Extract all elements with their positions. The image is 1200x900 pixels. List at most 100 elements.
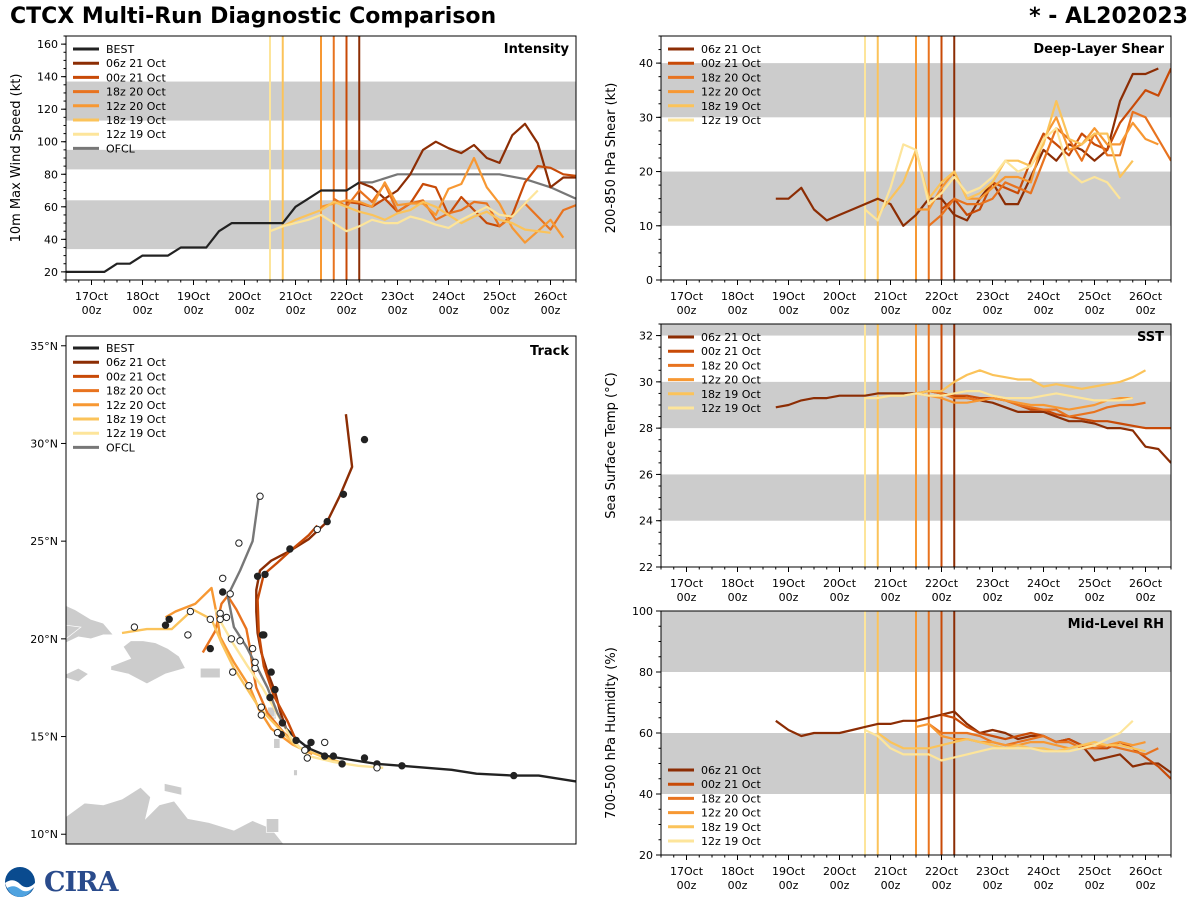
track-position-marker [266, 693, 274, 702]
track-plot-area [66, 414, 576, 844]
x-tick-label: 00z [677, 591, 697, 604]
x-tick-label: 20Oct [823, 577, 857, 590]
track-06z-21-oct [255, 414, 354, 730]
intensity-plot-area [66, 36, 576, 280]
legend-label: 12z 20 Oct [701, 374, 761, 387]
legend-label: 18z 20 Oct [701, 71, 761, 84]
x-tick-label: 18Oct [721, 577, 755, 590]
trinidad-land [265, 818, 280, 833]
x-tick-label: 25Oct [1078, 865, 1112, 878]
x-tick-label: 20Oct [823, 865, 857, 878]
x-tick-label: 20Oct [228, 290, 262, 303]
track-position-marker [307, 738, 315, 747]
series-12z-19-oct [864, 720, 1134, 762]
track-position-marker [184, 631, 192, 639]
series-18z-20-oct [333, 182, 576, 231]
x-tick-label: 00z [1136, 304, 1156, 317]
x-tick-label: 24Oct [432, 290, 466, 303]
x-tick-label: 00z [677, 304, 697, 317]
series-12z-20-oct [915, 392, 1133, 411]
track-position-marker [226, 590, 234, 598]
track-position-marker [253, 572, 262, 580]
legend-label: 06z 21 Oct [701, 331, 761, 344]
cira-logo: CIRA [4, 866, 119, 898]
track-position-marker [161, 621, 170, 629]
x-tick-label: 00z [830, 304, 850, 317]
cira-logo-text: CIRA [44, 866, 119, 898]
track-position-marker [256, 492, 264, 500]
x-tick-label: 00z [1085, 304, 1105, 317]
x-tick-label: 00z [881, 304, 901, 317]
track-position-marker [273, 728, 282, 737]
track-position-marker [360, 435, 369, 444]
x-tick-label: 00z [983, 879, 1003, 892]
track-position-marker [303, 754, 311, 762]
y-axis-label: 700-500 hPa Humidity (%) [604, 647, 619, 819]
legend-label: 12z 19 Oct [106, 128, 166, 141]
rh-panel: 17Oct00z18Oct00z19Oct00z20Oct00z21Oct00z… [604, 605, 1172, 892]
track-position-marker [271, 685, 279, 694]
x-tick-label: 22Oct [925, 865, 959, 878]
track-position-marker [321, 752, 329, 760]
x-tick-label: 19Oct [772, 577, 806, 590]
track-18z-20-oct [201, 594, 300, 748]
x-tick-label: 00z [286, 304, 306, 317]
venezuela-land [66, 786, 285, 844]
x-tick-label: 22Oct [925, 290, 959, 303]
x-tick-label: 00z [1034, 304, 1054, 317]
x-tick-label: 00z [1136, 879, 1156, 892]
y-tick-label: 35°N [30, 340, 58, 353]
legend-label: 18z 20 Oct [106, 385, 166, 398]
puerto-rico-land [199, 667, 221, 679]
barbados-land [293, 769, 298, 776]
series-18z-19-oct [282, 200, 551, 234]
y-tick-label: 20 [639, 166, 653, 179]
legend-label: 00z 21 Oct [701, 778, 761, 791]
legend-label: 18z 19 Oct [106, 114, 166, 127]
track-position-marker [216, 615, 224, 623]
x-tick-label: 00z [983, 304, 1003, 317]
legend-label: 12z 19 Oct [106, 427, 166, 440]
y-tick-label: 30 [639, 376, 653, 389]
legend-label: BEST [106, 43, 134, 56]
y-tick-label: 100 [37, 136, 58, 149]
track-12z-19-oct [214, 609, 384, 769]
storm-id: * - AL202023 [1029, 4, 1188, 29]
track-position-marker [339, 490, 348, 498]
x-tick-label: 00z [133, 304, 153, 317]
track-position-marker [257, 703, 265, 711]
series-12z-19-oct [864, 127, 1121, 222]
x-tick-label: 24Oct [1027, 577, 1061, 590]
y-tick-label: 100 [632, 605, 653, 618]
track-position-marker [222, 613, 231, 622]
legend-label: 18z 19 Oct [701, 100, 761, 113]
series-00z-21-oct [346, 165, 576, 228]
x-tick-label: 00z [779, 591, 799, 604]
x-tick-label: 22Oct [925, 577, 959, 590]
legend-label: 00z 21 Oct [701, 345, 761, 358]
panel-title: Track [530, 344, 569, 359]
panel-title: SST [1137, 330, 1164, 345]
cuba-land [66, 605, 115, 644]
x-tick-label: 00z [1034, 591, 1054, 604]
x-tick-label: 00z [337, 304, 357, 317]
y-tick-label: 28 [639, 422, 653, 435]
x-tick-label: 00z [779, 879, 799, 892]
y-tick-label: 60 [639, 727, 653, 740]
legend-label: 18z 19 Oct [106, 413, 166, 426]
legend-label: 06z 21 Oct [106, 356, 166, 369]
y-tick-label: 20 [44, 266, 58, 279]
track-position-marker [186, 607, 195, 616]
x-tick-label: 00z [184, 304, 204, 317]
x-tick-label: 20Oct [823, 290, 857, 303]
y-tick-label: 160 [37, 38, 58, 51]
x-tick-label: 17Oct [670, 290, 704, 303]
x-tick-label: 18Oct [721, 290, 755, 303]
x-tick-label: 23Oct [976, 577, 1010, 590]
y-axis-label: Sea Surface Temp (°C) [604, 372, 619, 519]
y-tick-label: 10°N [30, 828, 58, 841]
y-tick-label: 32 [639, 330, 653, 343]
panel-title: Deep-Layer Shear [1033, 42, 1164, 57]
track-position-marker [373, 764, 381, 772]
